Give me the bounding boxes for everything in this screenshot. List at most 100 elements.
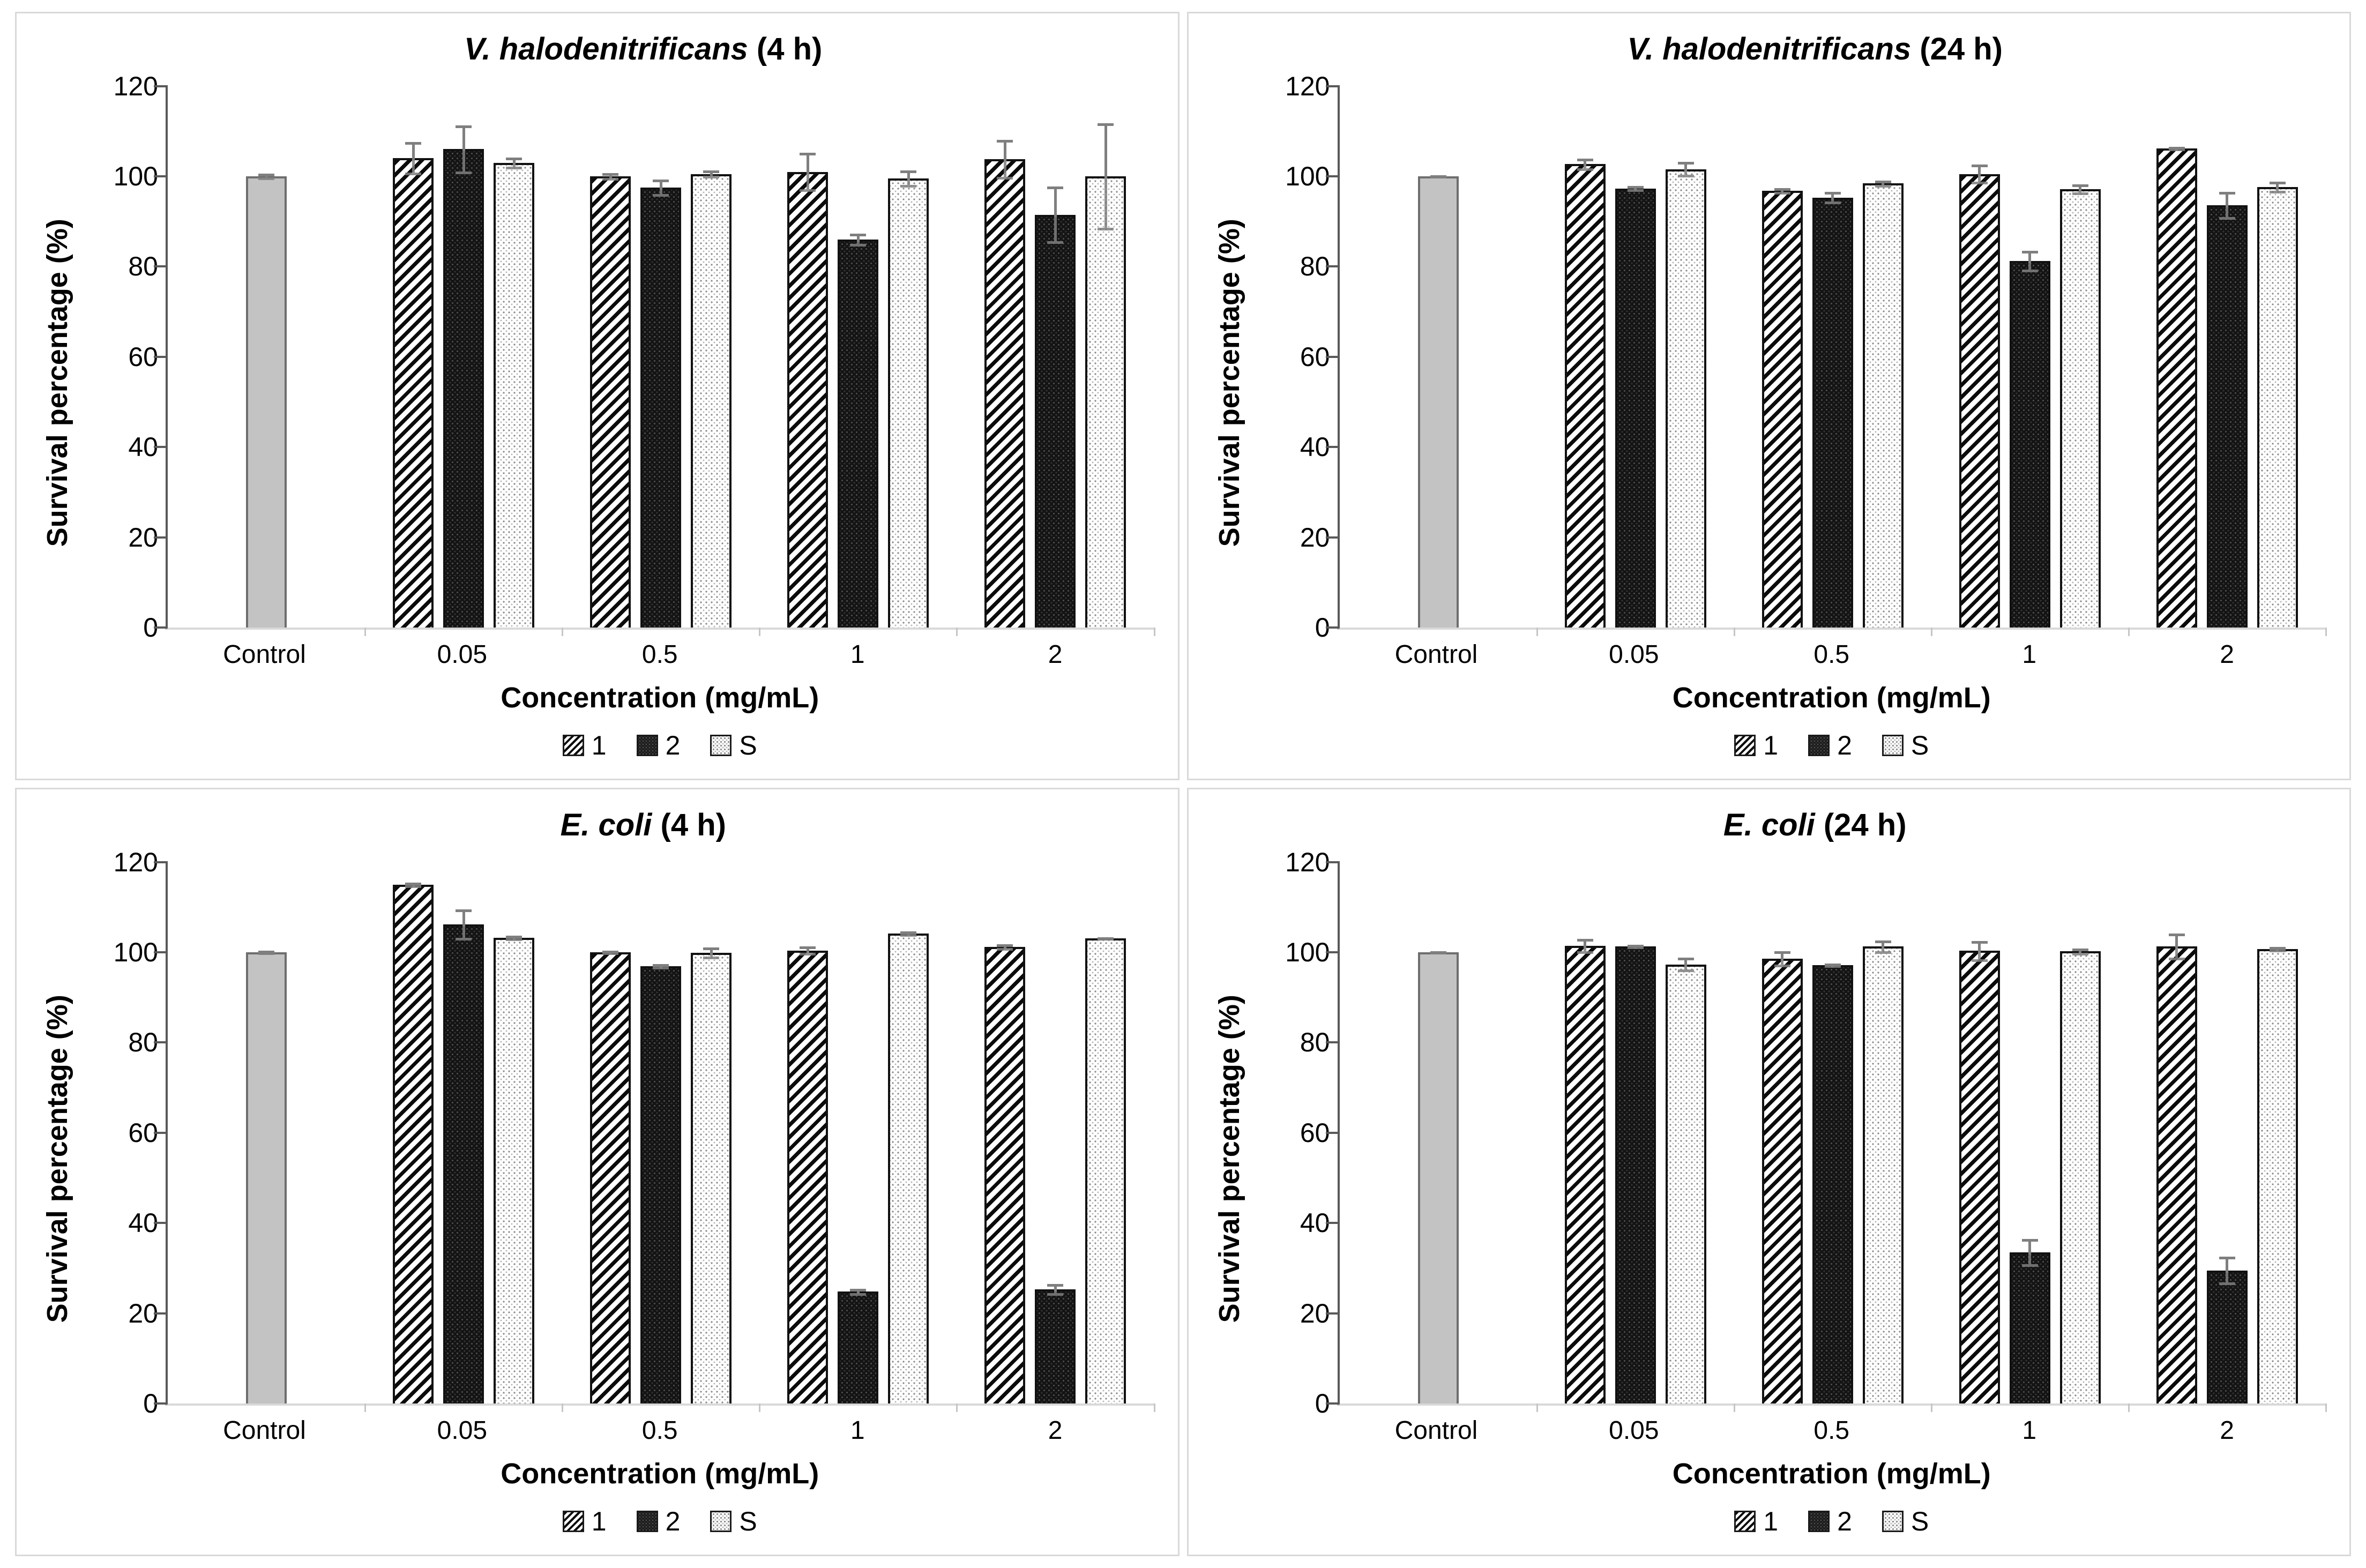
bar-series-S-2: [2257, 947, 2298, 1403]
y-tick-mark: [154, 626, 168, 629]
x-tick-mark: [1536, 1403, 1538, 1412]
y-tick-mark: [1325, 446, 1340, 449]
error-bar-lower: [703, 174, 720, 179]
error-bar-upper: [1677, 958, 1694, 967]
panel-title: V. halodenitrificans (24 h): [1304, 31, 2326, 68]
error-bar-lower: [2168, 946, 2185, 961]
legend-item-s: S: [1882, 730, 1929, 761]
y-tick-mark: [1325, 85, 1340, 87]
x-tick-mark: [2128, 1403, 2130, 1412]
legend-label: S: [739, 1506, 757, 1536]
plot-area: 0 20 40 60 80 100 120: [1285, 73, 2327, 641]
error-bar-upper: [900, 170, 917, 181]
y-tick-label: 20: [128, 1298, 158, 1328]
bar-series-S-0.5: [1862, 940, 1904, 1403]
legend-swatch-black-dots: [1808, 735, 1830, 756]
x-tick-label: 2: [2220, 1416, 2234, 1445]
y-tick-mark: [154, 1131, 168, 1134]
x-tick-mark: [562, 628, 564, 636]
error-bar-upper: [2168, 933, 2185, 949]
error-bar-upper: [653, 180, 669, 190]
error-bar-upper: [2021, 251, 2038, 264]
bar-series-1-0.05: [393, 882, 434, 1403]
bar-series-S-1: [888, 931, 929, 1403]
legend-swatch-black-dots: [1808, 1511, 1830, 1532]
plot-wrap: 0 20 40 60 80 100 120 Control 0.05 0.5 1 2: [1256, 73, 2327, 679]
bar-series-1-0.05: [1564, 158, 1606, 628]
y-tick-mark: [154, 1402, 168, 1405]
plot-area: 0 20 40 60 80 100 120: [114, 73, 1155, 641]
legend: 1 2 S: [1338, 1496, 2326, 1547]
error-bar-lower: [997, 159, 1013, 180]
legend-item-2: 2: [636, 730, 680, 761]
bar-series-control-control: [246, 174, 287, 628]
y-tick-label: 60: [128, 341, 158, 372]
y-tick-mark: [1325, 626, 1340, 629]
bar-series-2-0.5: [640, 180, 682, 628]
error-bar-lower: [1824, 197, 1841, 205]
error-bar-lower: [2072, 189, 2088, 195]
error-bar-lower: [1677, 169, 1694, 177]
error-bar-lower: [2269, 187, 2286, 193]
bar-series-S-0.5: [691, 947, 732, 1403]
error-bar-upper: [2219, 1256, 2235, 1273]
error-bar-upper: [1971, 941, 1988, 953]
category-group-0.5: [562, 862, 759, 1403]
category-group-1: [759, 862, 957, 1403]
bar-series-1-2: [2156, 933, 2197, 1403]
x-category-labels: Control 0.05 0.5 1 2: [1338, 630, 2326, 679]
y-tick-mark: [154, 265, 168, 268]
bar-series-S-1: [2059, 948, 2101, 1403]
legend-label: 2: [665, 1506, 681, 1536]
x-tick-label: 0.05: [1609, 640, 1659, 669]
y-tick-label: 40: [128, 1208, 158, 1238]
bar-series-S-2: [1085, 937, 1126, 1403]
error-bar-lower: [602, 952, 619, 955]
plot-row: Survival percentage (%) 0 20 40 60 80 100 120 …: [1203, 849, 2327, 1455]
category-group-0.05: [1537, 86, 1734, 628]
panel-title: E. coli (4 h): [132, 807, 1154, 844]
x-tick-mark: [1153, 1403, 1155, 1412]
bar-series-control-control: [246, 950, 287, 1403]
error-bar-lower: [1971, 951, 1988, 962]
error-bar-lower: [900, 933, 917, 937]
error-bar-lower: [1577, 164, 1593, 171]
category-group-0.5: [1734, 86, 1931, 628]
error-bar-upper: [2219, 191, 2235, 207]
y-tick-mark: [154, 175, 168, 177]
error-bar-upper: [1047, 1284, 1064, 1291]
bar-series-1-0.05: [1564, 939, 1606, 1403]
error-bar-lower: [1627, 188, 1644, 192]
y-tick-label: 120: [113, 71, 158, 101]
x-tick-mark: [364, 628, 367, 636]
error-bar-upper: [703, 947, 720, 955]
legend-label: S: [1910, 1506, 1929, 1536]
x-tick-label: 0.5: [641, 1416, 678, 1445]
error-bar-lower: [800, 171, 816, 192]
error-bar-upper: [456, 125, 472, 152]
bar-series-1-2: [984, 944, 1026, 1403]
error-bar-lower: [2021, 1252, 2038, 1267]
x-tick-label: 2: [1048, 1416, 1063, 1445]
x-tick-label: 0.5: [1813, 1416, 1850, 1445]
x-tick-mark: [2325, 1403, 2327, 1412]
bar-series-2-0.05: [443, 909, 484, 1403]
error-bar-lower: [258, 952, 275, 955]
error-bar-upper: [850, 234, 867, 242]
legend-label: S: [1910, 730, 1929, 760]
error-bar-upper: [1047, 186, 1064, 217]
x-category-labels: Control 0.05 0.5 1 2: [166, 1406, 1154, 1455]
y-tick-mark: [1325, 1041, 1340, 1044]
plot-row: Survival percentage (%) 0 20 40 60 80 100 120 …: [31, 73, 1155, 679]
legend-item-s: S: [710, 1506, 757, 1537]
error-bar-lower: [1430, 952, 1446, 955]
bar-series-2-0.05: [443, 125, 484, 628]
bar-series-1-1: [1959, 165, 2000, 628]
y-tick-mark: [1325, 1312, 1340, 1315]
panel-e-coli-24h: E. coli (24 h) Survival percentage (%) 0…: [1186, 788, 2351, 1556]
y-tick-label: 20: [1300, 522, 1330, 552]
legend-swatch-light-dots: [710, 735, 732, 756]
error-bar-lower: [2021, 261, 2038, 273]
error-bar-lower: [456, 924, 472, 941]
error-bar-lower: [1098, 176, 1114, 230]
